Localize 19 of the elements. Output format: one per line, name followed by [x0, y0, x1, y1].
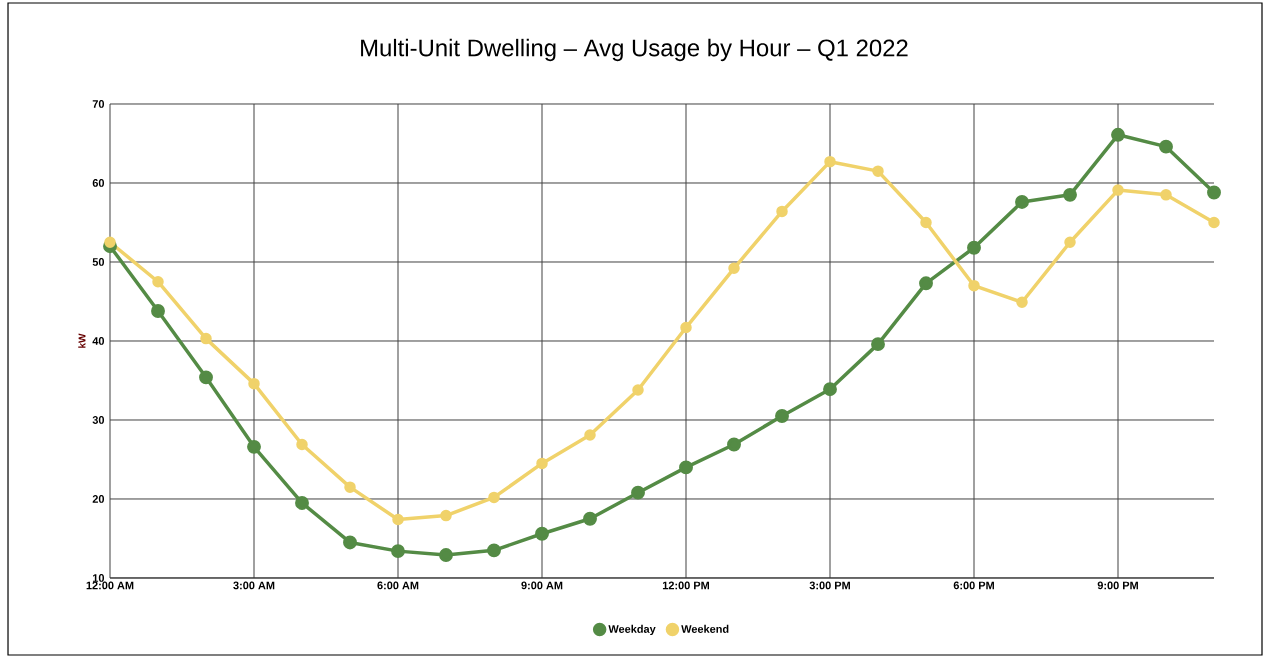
- chart-title: Multi-Unit Dwelling – Avg Usage by Hour – Q1 2022: [361, 38, 908, 62]
- y-axis-title: kW: [78, 333, 86, 348]
- x-tick-label: 6:00 AM: [377, 581, 419, 590]
- x-tick-label: 3:00 AM: [233, 581, 275, 590]
- x-tick-label: 12:00 AM: [86, 581, 134, 590]
- legend-label: Weekend: [681, 624, 729, 633]
- legend-label: Weekday: [608, 624, 656, 636]
- y-tick-label: 20: [92, 495, 105, 503]
- x-tick-label: 9:00 PM: [1097, 581, 1138, 590]
- x-tick-label: 6:00 PM: [953, 581, 994, 590]
- y-tick-label: 60: [92, 179, 105, 187]
- x-tick-label: 12:00 PM: [662, 581, 710, 590]
- y-tick-label: 40: [92, 337, 105, 345]
- y-tick-label: 50: [92, 258, 105, 266]
- x-tick-label: 3:00 PM: [809, 581, 850, 590]
- y-tick-label: 70: [92, 100, 105, 108]
- y-tick-label: 10: [92, 574, 105, 582]
- x-tick-label: 9:00 AM: [521, 581, 563, 590]
- y-tick-label: 30: [92, 416, 105, 424]
